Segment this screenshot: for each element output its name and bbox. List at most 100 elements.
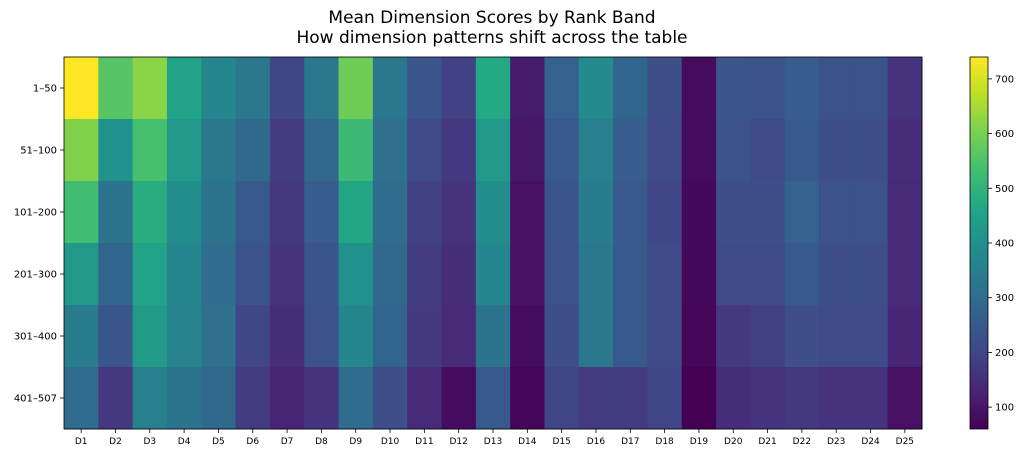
x-tick-label: D16: [587, 437, 606, 447]
heatmap-cell: [441, 305, 477, 368]
heatmap-cell: [372, 367, 408, 430]
heatmap-cell: [784, 243, 820, 306]
heatmap-cell: [201, 367, 237, 430]
heatmap-cell: [201, 305, 237, 368]
heatmap-cell: [853, 243, 889, 306]
heatmap-cell: [716, 181, 751, 244]
heatmap-cell: [510, 181, 545, 244]
heatmap-cell: [132, 367, 168, 430]
heatmap-cell: [887, 243, 923, 306]
x-tick-label: D12: [449, 437, 467, 447]
heatmap-cell: [716, 367, 751, 430]
x-tick-label: D21: [758, 437, 776, 447]
heatmap-cell: [64, 367, 99, 430]
x-tick-label: D17: [621, 437, 639, 447]
heatmap-cell: [372, 119, 408, 182]
heatmap-cell: [750, 57, 786, 120]
heatmap-cell: [510, 57, 545, 120]
heatmap-cell: [338, 181, 374, 244]
heatmap-cell: [613, 181, 648, 244]
heatmap-cell: [166, 243, 202, 306]
x-tick-label: D5: [212, 437, 225, 447]
heatmap-cell: [269, 119, 305, 182]
heatmap-cell: [544, 305, 580, 368]
y-tick-label: 301–400: [14, 332, 57, 343]
heatmap-cell: [372, 181, 408, 244]
x-tick-label: D9: [349, 437, 362, 447]
x-tick-label: D20: [724, 437, 743, 447]
heatmap-cell: [510, 243, 545, 306]
heatmap-cell: [407, 181, 443, 244]
heatmap-cell: [784, 57, 820, 120]
heatmap-cell: [98, 367, 134, 430]
heatmap-cell: [681, 367, 717, 430]
heatmap-cell: [613, 305, 648, 368]
heatmap-cell: [887, 57, 923, 120]
heatmap-cell: [578, 181, 614, 244]
y-axis: 1–50 51–100 101–200 201–300 301–400 401–507: [14, 84, 64, 405]
chart-subtitle: How dimension patterns shift across the …: [296, 28, 687, 48]
x-tick-label: D1: [75, 437, 88, 447]
heatmap-cell: [578, 57, 614, 120]
heatmap-cell: [578, 243, 614, 306]
heatmap-cell: [132, 119, 168, 182]
heatmap-cell: [544, 367, 580, 430]
heatmap-cell: [166, 367, 202, 430]
heatmap-cell: [372, 305, 408, 368]
heatmap-cell: [613, 367, 648, 430]
heatmap-cell: [887, 119, 923, 182]
heatmap-cell: [750, 367, 786, 430]
colorbar-tick-label: 300: [995, 293, 1014, 304]
y-tick-label: 51–100: [20, 146, 57, 157]
heatmap-cell: [235, 57, 271, 120]
heatmap-cells: [63, 56, 923, 430]
x-tick-label: D25: [896, 437, 914, 447]
heatmap-cell: [475, 119, 511, 182]
heatmap-cell: [132, 305, 168, 368]
heatmap-cell: [716, 305, 751, 368]
heatmap-cell: [681, 57, 717, 120]
heatmap-cell: [304, 305, 340, 368]
colorbar: 100 200 300 400 500 600 700: [969, 56, 1014, 430]
heatmap-cell: [544, 181, 580, 244]
heatmap-cell: [647, 243, 683, 306]
heatmap-cell: [544, 119, 580, 182]
heatmap-cell: [304, 119, 340, 182]
heatmap-cell: [819, 243, 854, 306]
colorbar-tick-label: 200: [995, 348, 1014, 359]
heatmap-cell: [441, 119, 477, 182]
colorbar-gradient: [969, 56, 989, 430]
heatmap-cell: [784, 181, 820, 244]
y-tick-label: 1–50: [33, 84, 57, 95]
heatmap-cell: [166, 181, 202, 244]
heatmap-cell: [510, 119, 545, 182]
heatmap-cell: [166, 57, 202, 120]
heatmap-cell: [407, 57, 443, 120]
x-tick-label: D4: [178, 437, 191, 447]
heatmap-cell: [613, 119, 648, 182]
heatmap-cell: [784, 119, 820, 182]
heatmap-cell: [544, 57, 580, 120]
heatmap-cell: [853, 57, 889, 120]
x-tick-label: D23: [827, 437, 845, 447]
x-tick-label: D8: [315, 437, 328, 447]
heatmap-cell: [647, 367, 683, 430]
heatmap-cell: [166, 119, 202, 182]
heatmap-cell: [201, 181, 237, 244]
heatmap-cell: [98, 305, 134, 368]
heatmap-cell: [784, 367, 820, 430]
heatmap-cell: [681, 305, 717, 368]
x-tick-label: D3: [143, 437, 156, 447]
colorbar-tick-label: 100: [995, 403, 1014, 414]
heatmap-cell: [544, 243, 580, 306]
x-tick-label: D14: [518, 437, 537, 447]
heatmap-cell: [98, 243, 134, 306]
heatmap-cell: [681, 243, 717, 306]
heatmap-cell: [578, 305, 614, 368]
heatmap-cell: [681, 181, 717, 244]
x-tick-label: D22: [793, 437, 811, 447]
heatmap-cell: [304, 57, 340, 120]
heatmap-cell: [235, 181, 271, 244]
heatmap-cell: [201, 243, 237, 306]
